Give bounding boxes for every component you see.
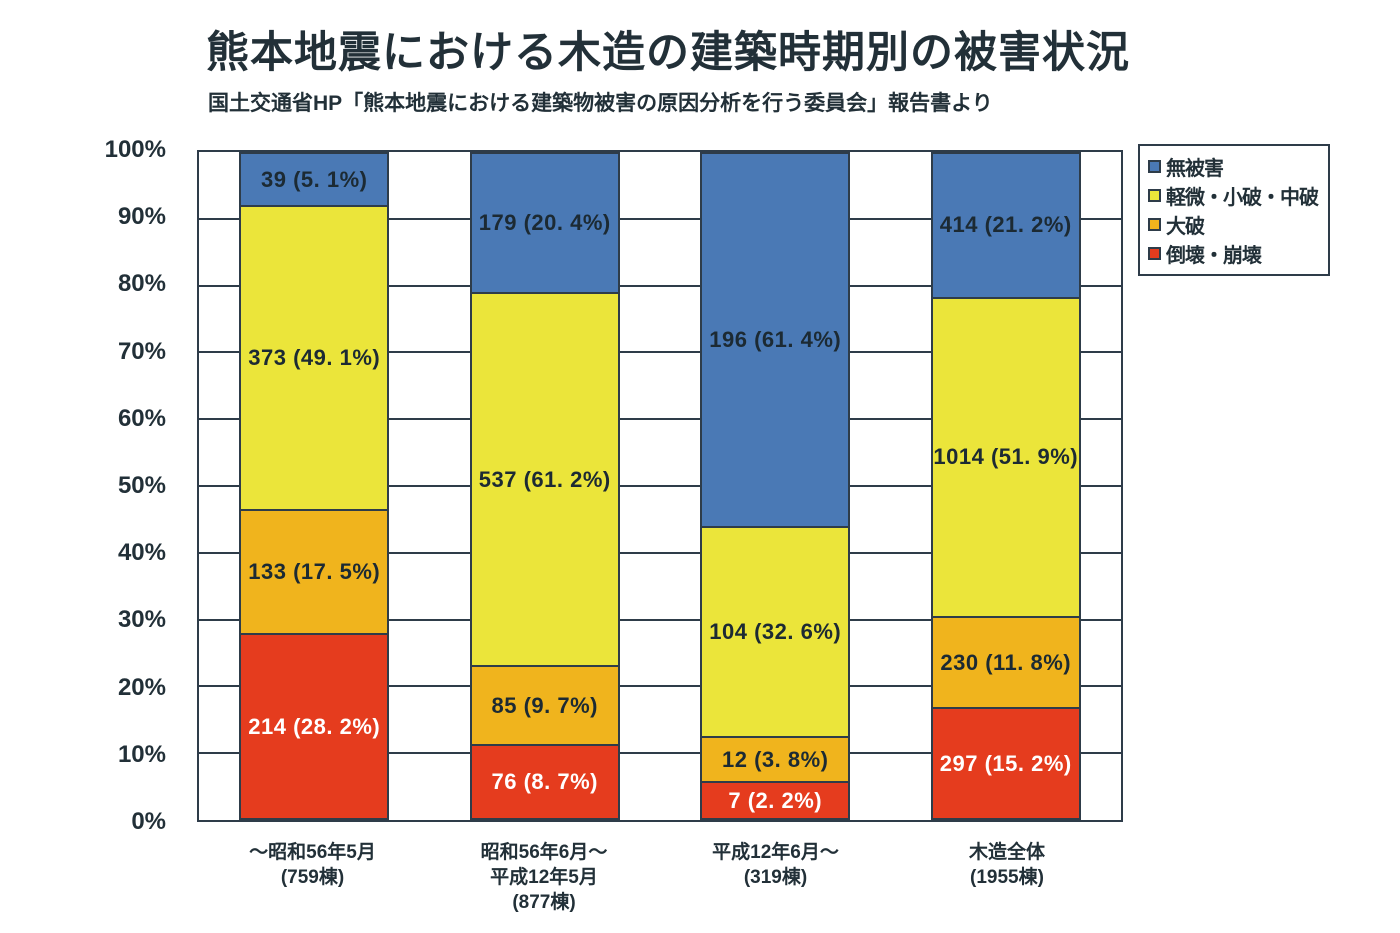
bars-container: 39 (5. 1%) 373 (49. 1%) 133 (17. 5%) 214 (2… <box>199 152 1121 820</box>
category-cell-3: 196 (61. 4%) 104 (32. 6%) 12 (3. 8%) 7 (2. … <box>660 152 891 820</box>
segment-red-bar3: 7 (2. 2%) <box>702 781 849 818</box>
stacked-bar-3: 196 (61. 4%) 104 (32. 6%) 12 (3. 8%) 7 (2. … <box>700 152 851 820</box>
segment-value-label: 196 (61. 4%) <box>709 326 842 352</box>
y-tick-50: 50% <box>117 472 166 499</box>
plot-area: 39 (5. 1%) 373 (49. 1%) 133 (17. 5%) 214 (2… <box>197 150 1123 822</box>
y-tick-40: 40% <box>117 539 166 567</box>
stacked-bar-4: 414 (21. 2%) 1014 (51. 9%) 230 (11. 8%) 297… <box>930 152 1081 820</box>
segment-red-bar1: 214 (28. 2%) <box>241 633 388 818</box>
x-category-label-line: 木造全体 <box>968 842 1045 863</box>
gridline-80 <box>199 284 1121 287</box>
segment-value-label: 133 (17. 5%) <box>248 559 381 585</box>
y-tick-70: 70% <box>117 337 166 365</box>
legend-item-yellow: 軽微・小破・中破 <box>1148 181 1320 210</box>
segment-value-label: 39 (5. 1%) <box>261 166 368 192</box>
segment-red-bar4: 297 (15. 2%) <box>932 707 1079 818</box>
y-tick-80: 80% <box>117 270 166 298</box>
y-tick-90: 90% <box>117 203 166 231</box>
x-category-label-line: ～昭和56年5月 <box>249 842 376 863</box>
category-cell-2: 179 (20. 4%) 537 (61. 2%) 85 (9. 7%) 76 (8.… <box>430 152 661 820</box>
segment-yellow-bar1: 373 (49. 1%) <box>241 205 388 510</box>
segment-blue-bar4: 414 (21. 2%) <box>932 154 1079 297</box>
chart-subtitle: 国土交通省HP「熊本地震における建築物被害の原因分析を行う委員会」報告書より <box>208 92 993 115</box>
x-category-label-2: 昭和56年6月～ 平成12年5月 (877棟) <box>429 840 660 915</box>
y-tick-100: 100% <box>104 136 166 163</box>
x-category-label-line: 昭和56年6月～ <box>480 842 608 863</box>
gridline-60 <box>199 418 1121 421</box>
legend-item-orange: 大破 <box>1148 210 1320 239</box>
segment-blue-bar2: 179 (20. 4%) <box>471 154 618 293</box>
segment-value-label: 373 (49. 1%) <box>248 345 381 371</box>
legend-swatch-icon <box>1148 160 1161 173</box>
x-category-label-line: 平成12年6月～ <box>712 842 839 863</box>
chart-title: 熊本地震における木造の建築時期別の被害状況 <box>206 29 1130 77</box>
legend-swatch-icon <box>1148 218 1161 231</box>
segment-value-label: 104 (32. 6%) <box>709 618 842 644</box>
segment-value-label: 537 (61. 2%) <box>478 466 611 492</box>
legend-label: 無被害 <box>1166 158 1224 180</box>
segment-value-label: 414 (21. 2%) <box>939 212 1072 238</box>
gridline-90 <box>199 217 1121 220</box>
gridline-30 <box>199 618 1121 621</box>
legend-label: 大破 <box>1166 216 1205 238</box>
segment-blue-bar1: 39 (5. 1%) <box>241 154 388 206</box>
segment-value-label: 85 (9. 7%) <box>491 692 598 718</box>
segment-value-label: 230 (11. 8%) <box>940 649 1072 675</box>
x-category-label-line: 平成12年5月 <box>490 867 598 888</box>
gridline-40 <box>199 551 1121 554</box>
stacked-bar-2: 179 (20. 4%) 537 (61. 2%) 85 (9. 7%) 76 (8.… <box>469 152 620 820</box>
segment-orange-bar4: 230 (11. 8%) <box>932 616 1079 708</box>
segment-value-label: 214 (28. 2%) <box>248 713 381 739</box>
x-category-label-4: 木造全体 (1955棟) <box>892 840 1123 890</box>
plot-grid <box>199 152 1121 820</box>
x-category-label-1: ～昭和56年5月 (759棟) <box>197 840 428 890</box>
segment-yellow-bar4: 1014 (51. 9%) <box>932 296 1079 617</box>
segment-yellow-bar2: 537 (61. 2%) <box>471 292 618 666</box>
gridline-50 <box>199 485 1121 487</box>
legend-item-blue: 無被害 <box>1148 152 1320 181</box>
gridline-10 <box>199 752 1121 755</box>
segment-value-label: 297 (15. 2%) <box>939 750 1072 776</box>
segment-orange-bar3: 12 (3. 8%) <box>702 735 849 782</box>
segment-value-label: 76 (8. 7%) <box>491 769 598 795</box>
legend: 無被害軽微・小破・中破 大破倒壊・崩壊 <box>1138 144 1330 276</box>
segment-value-label: 7 (2. 2%) <box>728 787 823 813</box>
category-cell-4: 414 (21. 2%) 1014 (51. 9%) 230 (11. 8%) 297… <box>891 152 1122 820</box>
y-tick-20: 20% <box>117 673 166 701</box>
legend-item-red: 倒壊・崩壊 <box>1148 239 1320 268</box>
y-tick-10: 10% <box>117 740 166 768</box>
y-axis: 0% 10% 20% 30% 40% 50% 60% 70% 80% 90% 100% <box>0 136 180 835</box>
segment-orange-bar2: 85 (9. 7%) <box>471 665 618 745</box>
legend-label: 軽微・小破・中破 <box>1166 187 1319 209</box>
x-category-label-line: (1955棟) <box>970 867 1044 888</box>
segment-value-label: 179 (20. 4%) <box>478 210 611 236</box>
x-category-label-line: (877棟) <box>512 892 576 913</box>
segment-yellow-bar3: 104 (32. 6%) <box>702 525 849 736</box>
legend-swatch-icon <box>1148 189 1161 202</box>
y-tick-0: 0% <box>131 808 166 835</box>
segment-orange-bar1: 133 (17. 5%) <box>241 509 388 634</box>
legend-swatch-icon <box>1148 247 1161 260</box>
category-cell-1: 39 (5. 1%) 373 (49. 1%) 133 (17. 5%) 214 (2… <box>199 152 430 820</box>
x-category-label-3: 平成12年6月～ (319棟) <box>660 840 891 890</box>
gridline-20 <box>199 685 1121 688</box>
gridline-70 <box>199 351 1121 354</box>
x-category-label-line: (759棟) <box>280 867 345 888</box>
segment-red-bar2: 76 (8. 7%) <box>471 744 618 819</box>
segment-value-label: 12 (3. 8%) <box>722 746 829 772</box>
legend-label: 倒壊・崩壊 <box>1166 245 1262 267</box>
segment-blue-bar3: 196 (61. 4%) <box>702 154 849 526</box>
segment-value-label: 1014 (51. 9%) <box>933 444 1079 470</box>
stacked-bar-1: 39 (5. 1%) 373 (49. 1%) 133 (17. 5%) 214 (2… <box>239 152 390 820</box>
y-tick-60: 60% <box>117 404 166 432</box>
y-tick-30: 30% <box>117 606 166 634</box>
x-category-label-line: (319棟) <box>743 867 808 888</box>
